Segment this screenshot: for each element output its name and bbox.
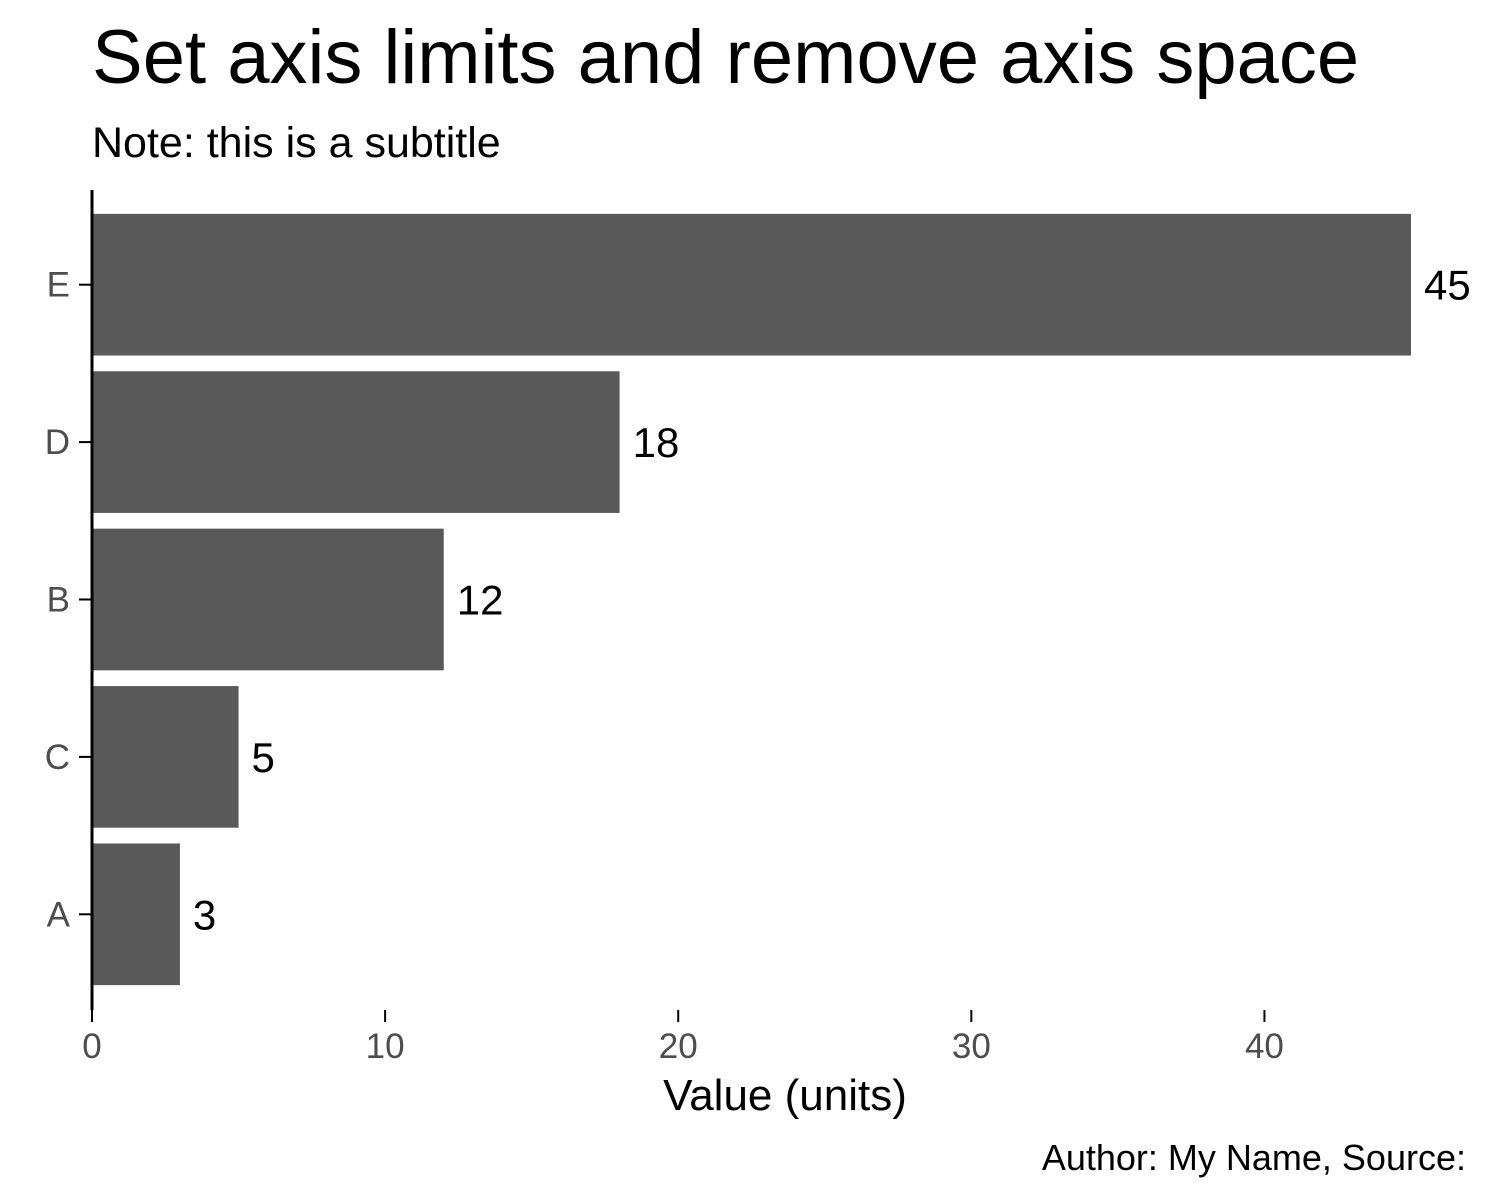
x-tick-label-10: 10 bbox=[366, 1027, 405, 1066]
data-label-D: 18 bbox=[633, 419, 680, 466]
data-label-A: 3 bbox=[193, 891, 216, 938]
data-label-B: 12 bbox=[457, 577, 504, 624]
y-tick-label-E: E bbox=[47, 266, 70, 305]
bar-D bbox=[92, 371, 620, 513]
y-tick-label-C: C bbox=[45, 738, 70, 777]
y-tick-label-D: D bbox=[45, 423, 70, 462]
x-tick-label-40: 40 bbox=[1245, 1027, 1284, 1066]
x-tick-label-20: 20 bbox=[659, 1027, 698, 1066]
data-labels-group: 45 18 12 5 3 bbox=[193, 262, 1471, 939]
y-axis: E D B C A bbox=[45, 190, 94, 1010]
bar-B bbox=[92, 528, 444, 671]
chart-caption: Author: My Name, Source: bbox=[1042, 1137, 1466, 1178]
x-axis: 0 10 20 30 40 bbox=[82, 1010, 1284, 1066]
bar-E bbox=[92, 213, 1411, 356]
x-tick-label-0: 0 bbox=[82, 1027, 101, 1066]
bars-group bbox=[92, 213, 1411, 986]
chart-title: Set axis limits and remove axis space bbox=[92, 15, 1359, 100]
chart-subtitle: Note: this is a subtitle bbox=[92, 119, 501, 167]
x-axis-title: Value (units) bbox=[663, 1071, 907, 1120]
y-tick-label-B: B bbox=[47, 581, 70, 620]
data-label-C: 5 bbox=[252, 734, 275, 781]
x-tick-label-30: 30 bbox=[952, 1027, 991, 1066]
data-label-E: 45 bbox=[1424, 262, 1471, 309]
bar-C bbox=[92, 686, 239, 828]
y-tick-label-A: A bbox=[47, 895, 71, 934]
bar-A bbox=[92, 843, 180, 986]
